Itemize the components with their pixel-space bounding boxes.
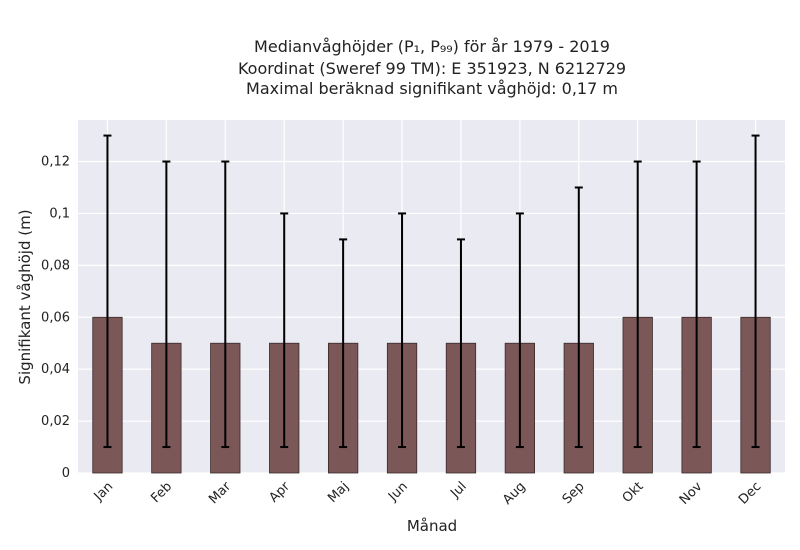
- title-line-1: Medianvåghöjder (P₁, P₉₉) för år 1979 - …: [254, 37, 610, 56]
- error-bar-maj: [339, 238, 348, 449]
- x-tick-label: Aug: [500, 479, 529, 508]
- y-tick-label: 0,02: [41, 414, 70, 429]
- error-bar-sep: [574, 186, 583, 449]
- error-bar-feb: [162, 160, 171, 449]
- title-line-3: Maximal beräknad signifikant våghöjd: 0,…: [246, 79, 618, 98]
- error-bar-jun: [398, 212, 407, 449]
- y-tick-label: 0,04: [41, 362, 70, 377]
- x-tick-label: Jun: [385, 479, 411, 505]
- error-bar-jul: [456, 238, 465, 449]
- y-tick-label: 0,08: [41, 258, 70, 273]
- error-bars: [103, 134, 760, 449]
- error-bar-okt: [633, 160, 642, 449]
- y-tick-label: 0,06: [41, 310, 70, 325]
- y-tick-label: 0,12: [41, 155, 70, 170]
- x-tick-label: Sep: [560, 479, 588, 507]
- y-tick-label: 0,1: [49, 206, 70, 221]
- error-bar-apr: [280, 212, 289, 449]
- x-tick-label: Maj: [325, 479, 352, 506]
- plot-area: [78, 120, 785, 473]
- x-tick-label: Feb: [148, 479, 175, 506]
- x-tick-label: Jul: [447, 479, 469, 501]
- x-tick-label: Jan: [91, 479, 116, 504]
- title-line-2: Koordinat (Sweref 99 TM): E 351923, N 62…: [238, 59, 626, 78]
- y-axis-label: Signifikant våghöjd (m): [16, 209, 34, 384]
- error-bar-jan: [103, 134, 112, 449]
- x-tick-label: Okt: [620, 479, 647, 506]
- error-bar-aug: [515, 212, 524, 449]
- y-axis-ticks: 0 0,02 0,04 0,06 0,08 0,1 0,12: [41, 155, 70, 481]
- x-tick-label: Apr: [267, 479, 294, 506]
- error-bar-nov: [692, 160, 701, 449]
- x-axis-label: Månad: [407, 517, 457, 535]
- x-tick-label: Mar: [206, 479, 234, 507]
- x-tick-label: Nov: [677, 479, 706, 508]
- x-axis-ticks: Jan Feb Mar Apr Maj Jun Jul Aug Sep Okt Nov Dec: [91, 479, 765, 508]
- chart-title: Medianvåghöjder (P₁, P₉₉) för år 1979 - …: [238, 37, 626, 98]
- error-bar-mar: [221, 160, 230, 449]
- error-bar-dec: [751, 134, 760, 449]
- y-tick-label: 0: [62, 466, 70, 481]
- x-tick-label: Dec: [736, 479, 764, 507]
